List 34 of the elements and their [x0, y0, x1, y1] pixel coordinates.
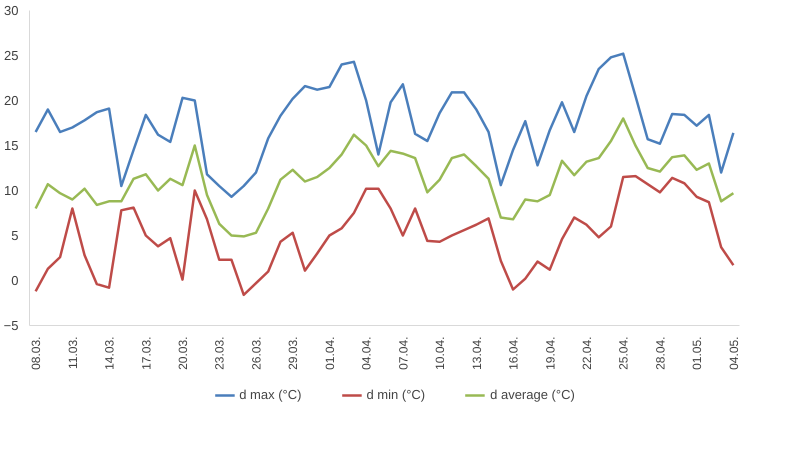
x-tick-label: 29.03. — [286, 336, 300, 370]
legend-label: d average (°C) — [490, 387, 575, 402]
legend-label: d min (°C) — [366, 387, 426, 402]
y-tick-label: −5 — [4, 318, 19, 333]
x-tick-label: 13.04. — [470, 336, 484, 370]
x-tick-label: 16.04. — [506, 336, 521, 370]
x-tick-label: 04.04. — [360, 336, 374, 370]
x-tick-label: 14.03. — [102, 336, 117, 370]
x-tick-label: 22.04. — [580, 336, 594, 370]
y-tick-label: 10 — [4, 183, 19, 198]
x-tick-label: 25.04. — [616, 336, 631, 370]
y-tick-label: 25 — [4, 48, 19, 63]
line-series — [34, 117, 735, 238]
x-tick-label: 19.04. — [543, 336, 558, 370]
x-tick-label: 07.04. — [396, 336, 410, 370]
y-tick-label: 30 — [4, 3, 19, 18]
x-tick-label: 10.04. — [433, 336, 448, 370]
x-tick-label: 11.03. — [66, 336, 80, 369]
legend-label: d max (°C) — [239, 387, 302, 402]
x-tick-label: 01.05. — [690, 336, 704, 370]
y-tick-label: 5 — [11, 228, 19, 243]
x-tick-label: 28.04. — [653, 336, 668, 370]
x-tick-label: 17.03. — [139, 336, 154, 370]
y-tick-label: 15 — [4, 138, 19, 153]
line-series — [34, 52, 735, 198]
x-tick-label: 04.05. — [726, 336, 741, 370]
x-tick-label: 08.03. — [29, 336, 44, 370]
x-tick-label: 01.04. — [322, 336, 337, 370]
y-tick-label: 0 — [11, 273, 19, 288]
x-tick-label: 23.03. — [212, 336, 227, 370]
x-tick-label: 26.03. — [249, 336, 264, 370]
x-tick-label: 20.03. — [176, 336, 190, 370]
line-series — [34, 174, 735, 296]
y-tick-label: 20 — [4, 93, 19, 108]
